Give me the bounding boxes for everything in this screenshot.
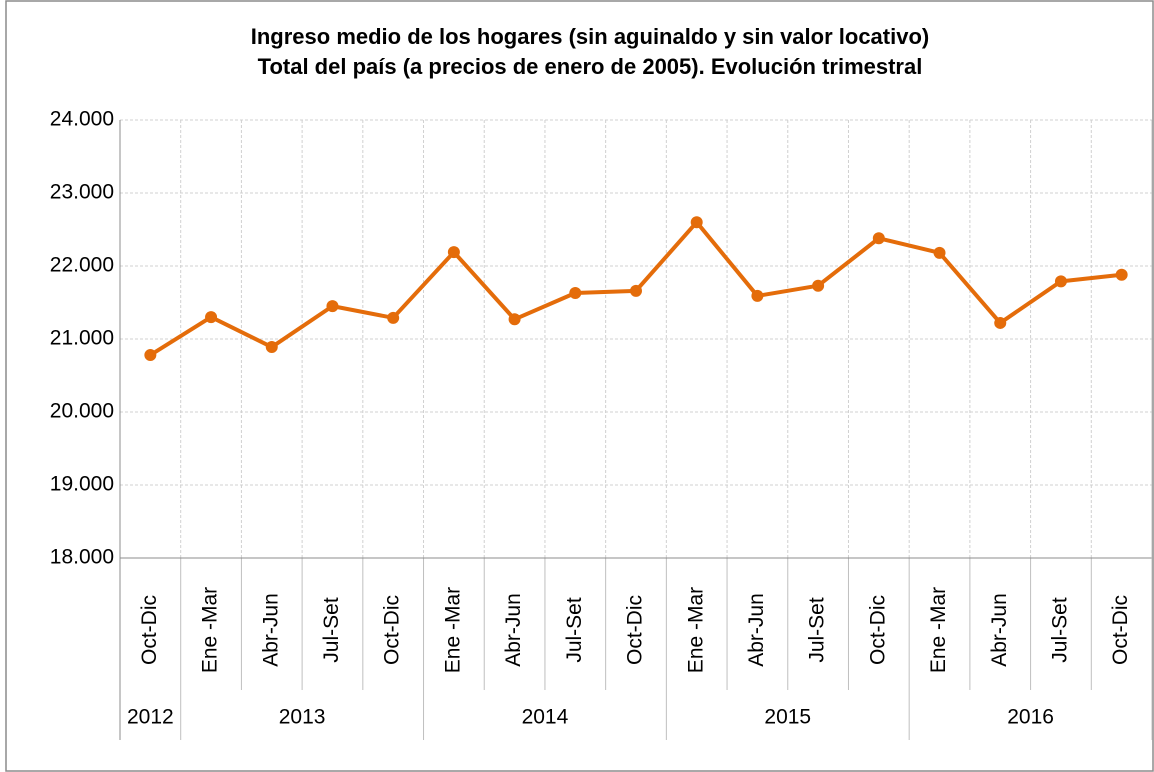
year-label: 2012 [127,706,174,729]
x-tick-label: Abr-Jun [988,593,1011,667]
x-tick-label: Oct-Dic [866,595,889,665]
x-tick-label: Oct-Dic [624,595,647,665]
y-tick-label: 20.000 [50,400,114,423]
y-tick-label: 19.000 [50,473,114,496]
data-point [690,216,703,229]
data-point [447,246,460,259]
data-point [205,311,218,324]
x-tick-label: Ene -Mar [441,587,464,673]
year-label: 2013 [279,706,326,729]
data-point [265,341,278,354]
y-tick-label: 23.000 [50,181,114,204]
x-tick-label: Ene -Mar [927,587,950,673]
data-point [630,284,642,297]
data-point [872,232,885,245]
data-point [812,279,825,292]
data-point [1115,268,1128,281]
year-label: 2016 [1007,706,1054,729]
x-tick-label: Abr-Jun [502,593,525,667]
x-tick-label: Jul-Set [806,597,829,663]
x-tick-label: Jul-Set [320,597,343,663]
x-tick-label: Oct-Dic [138,595,161,665]
x-tick-label: Oct-Dic [381,595,404,665]
data-point [144,349,157,362]
y-tick-label: 18.000 [50,546,114,569]
x-tick-label: Ene -Mar [684,587,707,673]
chart-frame [5,0,1154,772]
y-tick-label: 21.000 [50,327,114,350]
year-label: 2015 [764,706,811,729]
x-tick-label: Oct-Dic [1109,595,1132,665]
y-tick-label: 24.000 [50,108,114,131]
data-point [569,287,582,300]
data-point [751,289,764,302]
chart-subtitle: Total del país (a precios de enero de 20… [258,54,923,79]
data-point [933,246,946,259]
data-point [1054,275,1067,288]
year-label: 2014 [522,706,569,729]
data-point [387,311,400,324]
x-tick-label: Jul-Set [563,597,586,663]
x-tick-label: Ene -Mar [199,587,222,673]
data-point [326,300,339,313]
x-tick-label: Abr-Jun [745,593,768,667]
x-tick-label: Jul-Set [1048,597,1071,663]
data-point [508,313,521,326]
chart-title: Ingreso medio de los hogares (sin aguina… [251,24,929,49]
data-point [994,316,1007,329]
x-tick-label: Abr-Jun [259,593,282,667]
y-tick-label: 22.000 [50,254,114,277]
